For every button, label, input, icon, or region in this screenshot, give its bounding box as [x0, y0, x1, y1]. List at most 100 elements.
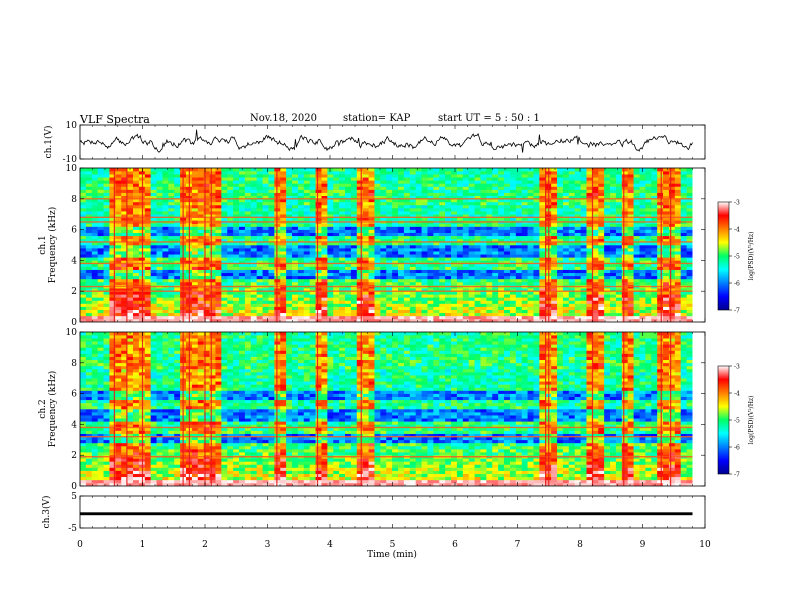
- spectrogram-cell: [345, 235, 352, 240]
- spectrogram-cell: [557, 269, 564, 274]
- spectrogram-cell: [191, 214, 199, 218]
- spectrogram-cell: [162, 195, 169, 200]
- spectrogram-cell: [97, 189, 104, 193]
- spectrogram-cell: [551, 260, 558, 264]
- spectrogram-cell: [280, 186, 287, 190]
- spectrogram-cell: [268, 248, 275, 252]
- spectrogram-cell: [91, 174, 98, 178]
- spectrogram-cell: [345, 183, 352, 187]
- spectrogram-cell: [651, 260, 658, 264]
- spectrogram-cell: [439, 269, 446, 274]
- spectrogram-cell: [486, 214, 493, 218]
- spectrogram-cell: [286, 309, 293, 314]
- spectrogram-cell: [303, 192, 310, 197]
- spectrogram-cell: [633, 208, 640, 212]
- spectrogram-cell: [627, 248, 634, 252]
- spectrogram-cell: [368, 168, 375, 172]
- spectrogram-cell: [645, 211, 652, 215]
- spectrogram-cell: [150, 254, 157, 258]
- spectrogram-cell: [557, 288, 564, 292]
- spectrogram-cell: [227, 263, 234, 267]
- spectrogram-cell: [651, 312, 658, 317]
- spectrogram-cell: [197, 198, 204, 203]
- spectrogram-cell: [150, 263, 157, 267]
- spectrogram-cell: [333, 266, 340, 270]
- spectrogram-cell: [315, 288, 322, 292]
- spectrogram-cell: [103, 211, 110, 215]
- spectrogram-cell: [580, 186, 587, 190]
- spectrogram-cell: [286, 294, 293, 298]
- spectrogram-cell: [345, 269, 352, 274]
- spectrogram-cell: [521, 208, 528, 212]
- spectrogram-cell: [303, 217, 310, 221]
- spectrogram-cell: [586, 281, 593, 286]
- spectrogram-cell: [615, 315, 623, 320]
- spectrogram-cell: [127, 238, 134, 243]
- spectrogram-cell: [533, 272, 540, 277]
- spectrogram-cell: [521, 177, 528, 181]
- spectrogram-cell: [215, 226, 222, 230]
- spectrogram-cell: [133, 312, 140, 317]
- spectrogram-cell: [392, 211, 399, 215]
- spectrogram-cell: [398, 171, 405, 175]
- spectrogram-cell: [85, 192, 93, 197]
- spectrogram-cell: [133, 226, 140, 230]
- spectrogram-cell: [321, 278, 328, 283]
- spectrogram-cell: [191, 168, 199, 172]
- spectrogram-cell: [515, 294, 523, 298]
- spectrogram-cell: [121, 257, 128, 261]
- spectrogram-cell: [292, 272, 299, 277]
- spectrogram-cell: [297, 186, 305, 190]
- spectrogram-cell: [156, 291, 163, 295]
- spectrogram-cell: [133, 232, 140, 237]
- spectrogram-cell: [562, 235, 570, 240]
- spectrogram-cell: [374, 180, 381, 184]
- spectrogram-cell: [239, 288, 246, 292]
- spectrogram-cell: [392, 303, 399, 307]
- spectrogram-cell: [645, 288, 652, 292]
- spectrogram-cell: [109, 226, 116, 230]
- spectrogram-cell: [633, 174, 640, 178]
- spectrogram-cell: [462, 214, 469, 218]
- spectrogram-cell: [521, 263, 528, 267]
- spectrogram-cell: [598, 211, 605, 215]
- spectrogram-cell: [321, 297, 328, 301]
- spectrogram-cell: [221, 257, 228, 261]
- spectrogram-cell: [227, 192, 234, 197]
- spectrogram-cell: [121, 229, 128, 233]
- spectrogram-cell: [209, 189, 216, 193]
- spectrogram-cell: [239, 204, 246, 209]
- spectrogram-cell: [203, 195, 210, 200]
- spectrogram-cell: [127, 171, 134, 175]
- spectrogram-cell: [109, 260, 116, 264]
- spectrogram-cell: [262, 251, 269, 255]
- spectrogram-cell: [356, 291, 363, 295]
- spectrogram-cell: [586, 226, 593, 230]
- spectrogram-cell: [103, 223, 110, 227]
- spectrogram-cell: [209, 251, 216, 255]
- spectrogram-cell: [333, 183, 340, 187]
- spectrogram-cell: [627, 288, 634, 292]
- spectrogram-cell: [492, 204, 499, 209]
- spectrogram-cell: [144, 306, 151, 310]
- spectrogram-cell: [109, 251, 116, 255]
- spectrogram-cell: [392, 254, 399, 258]
- spectrogram-cell: [433, 281, 440, 286]
- spectrogram-cell: [445, 278, 452, 283]
- spectrogram-cell: [504, 192, 511, 197]
- spectrogram-cell: [103, 198, 110, 203]
- spectrogram-cell: [262, 266, 269, 270]
- spectrogram-cell: [427, 306, 434, 310]
- spectrogram-cell: [627, 174, 634, 178]
- spectrogram-cell: [433, 232, 440, 237]
- spectrogram-cell: [315, 318, 322, 322]
- spectrogram-cell: [168, 297, 175, 301]
- spectrogram-cell: [456, 260, 464, 264]
- spectrogram-cell: [598, 180, 605, 184]
- spectrogram-cell: [392, 297, 399, 301]
- spectrogram-cell: [598, 195, 605, 200]
- spectrogram-cell: [121, 254, 128, 258]
- spectrogram-cell: [598, 204, 605, 209]
- spectrogram-cell: [197, 266, 204, 270]
- spectrogram-cell: [639, 303, 646, 307]
